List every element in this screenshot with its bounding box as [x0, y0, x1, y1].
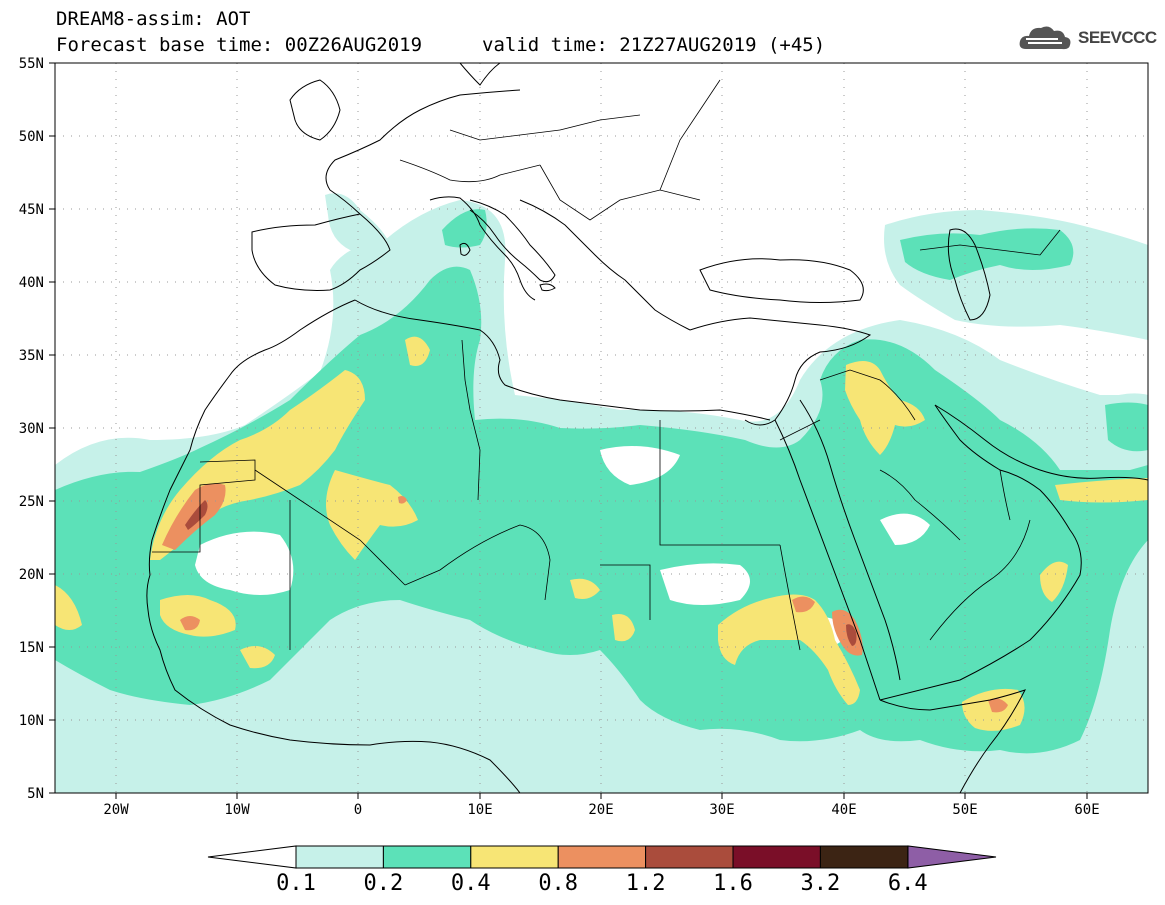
lat-label: 10N — [19, 713, 44, 729]
lat-labels: 5N 10N 15N 20N 25N 30N 35N 40N 45N 50N 5… — [19, 56, 44, 802]
lat-label: 30N — [19, 421, 44, 437]
graticule — [55, 63, 1148, 793]
seevccc-logo: SEEVCCC — [1018, 22, 1158, 54]
lat-label: 45N — [19, 202, 44, 218]
aot-fields — [55, 193, 1148, 793]
lat-label: 25N — [19, 494, 44, 510]
colorbar-box — [295, 845, 384, 869]
lon-labels: 20W 10W 0 10E 20E 30E 40E 50E 60E — [103, 802, 1099, 818]
colorbar-level-label: 1.2 — [625, 871, 666, 896]
lon-label: 60E — [1074, 802, 1099, 818]
lat-label: 15N — [19, 640, 44, 656]
coastlines — [146, 63, 1148, 793]
colorbar-level-label: 0.2 — [363, 871, 404, 896]
lat-label: 5N — [27, 786, 44, 802]
lat-label: 40N — [19, 275, 44, 291]
lon-label: 10W — [224, 802, 250, 818]
lon-label: 10E — [467, 802, 492, 818]
lat-label: 55N — [19, 56, 44, 72]
colorbar-level-label: 3.2 — [800, 871, 841, 896]
aot-level-1.2 — [185, 500, 857, 646]
logo-text: SEEVCCC — [1078, 28, 1157, 47]
forecast-base-time: Forecast base time: 00Z26AUG2019 — [56, 34, 423, 56]
colorbar-level-label: 0.4 — [450, 871, 491, 896]
colorbar-box — [645, 845, 734, 869]
borders — [152, 79, 1061, 651]
lon-label: 40E — [831, 802, 856, 818]
lat-label: 20N — [19, 567, 44, 583]
valid-time: valid time: 21Z27AUG2019 (+45) — [482, 34, 826, 56]
lat-label: 35N — [19, 348, 44, 364]
colorbar-box — [557, 845, 647, 869]
colorbar-level-label: 6.4 — [887, 871, 928, 896]
colorbar-box — [732, 845, 821, 869]
colorbar-level-label: 0.1 — [276, 871, 316, 896]
lon-label: 50E — [952, 802, 977, 818]
chart-title: DREAM8-assim: AOT — [56, 8, 251, 30]
lat-label: 50N — [19, 129, 44, 145]
lon-label: 0 — [354, 802, 362, 818]
lon-label: 20E — [588, 802, 613, 818]
colorbar — [207, 845, 997, 869]
colorbar-under-arrow — [207, 845, 297, 869]
lon-label: 30E — [709, 802, 734, 818]
colorbar-over-arrow — [907, 845, 997, 869]
colorbar-box — [819, 845, 909, 869]
colorbar-level-label: 0.8 — [538, 871, 579, 896]
colorbar-box — [382, 845, 472, 869]
colorbar-box — [470, 845, 559, 869]
colorbar-level-label: 1.6 — [713, 871, 753, 896]
cloud-icon — [1019, 26, 1071, 50]
tick-marks — [49, 62, 1088, 799]
lon-label: 20W — [103, 802, 129, 818]
